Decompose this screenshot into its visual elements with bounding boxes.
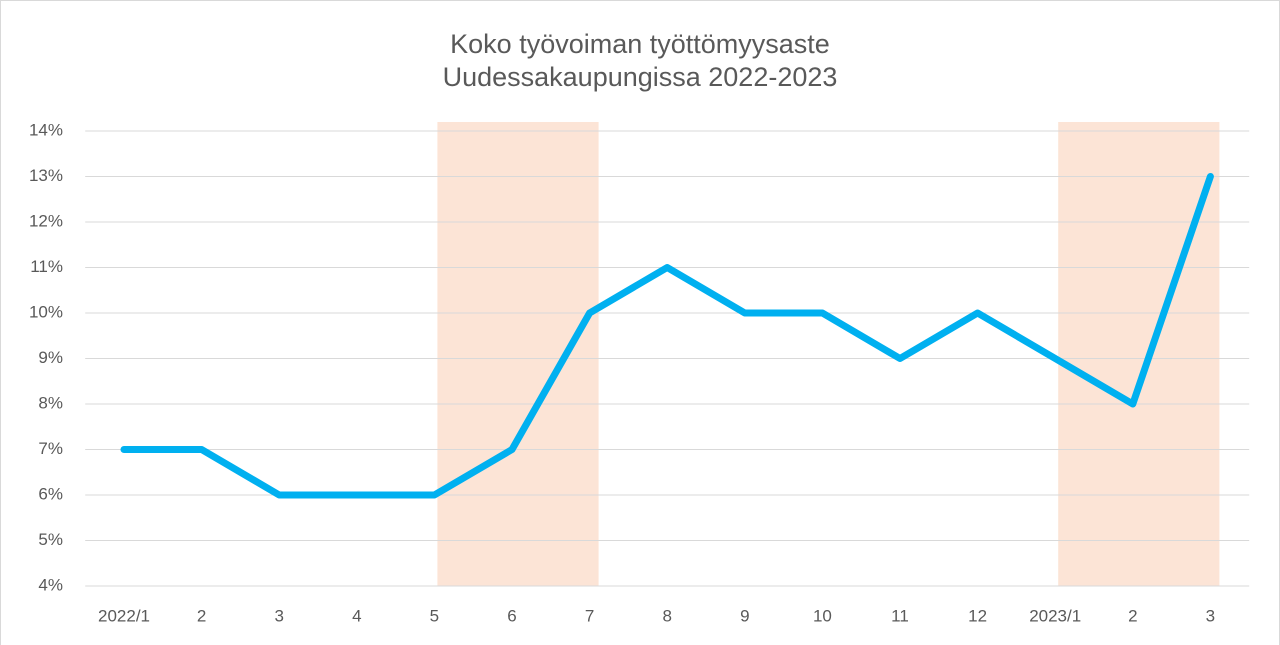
x-tick-label: 2022/1 (98, 606, 150, 625)
chart-title: Koko työvoiman työttömyysaste (450, 29, 830, 59)
shaded-range (437, 122, 599, 586)
y-tick-label: 11% (30, 257, 63, 276)
y-tick-label: 6% (38, 484, 63, 503)
x-tick-label: 11 (891, 606, 909, 625)
x-tick-label: 2023/1 (1029, 606, 1081, 625)
x-tick-label: 10 (813, 606, 832, 625)
x-tick-label: 2 (197, 606, 206, 625)
y-tick-label: 9% (38, 348, 63, 367)
shaded-range (1058, 122, 1220, 586)
x-tick-label: 3 (274, 606, 283, 625)
y-tick-label: 7% (38, 439, 63, 458)
shades (437, 122, 1220, 586)
chart-title: Uudessakaupungissa 2022-2023 (443, 62, 838, 92)
x-tick-label: 3 (1206, 606, 1215, 625)
data-line (120, 173, 1214, 499)
y-tick-label: 14% (29, 120, 63, 139)
y-tick-label: 8% (38, 393, 63, 412)
y-tick-label: 13% (29, 166, 63, 185)
x-tick-label: 9 (740, 606, 749, 625)
y-tick-label: 5% (38, 530, 63, 549)
x-tick-label: 2 (1128, 606, 1137, 625)
x-tick-label: 4 (352, 606, 361, 625)
x-tick-label: 7 (585, 606, 594, 625)
y-tick-label: 4% (38, 575, 63, 594)
x-tick-label: 6 (507, 606, 516, 625)
x-tick-label: 12 (968, 606, 987, 625)
y-tick-label: 10% (29, 302, 63, 321)
x-tick-label: 5 (430, 606, 439, 625)
y-tick-label: 12% (29, 211, 63, 230)
x-tick-label: 8 (662, 606, 671, 625)
